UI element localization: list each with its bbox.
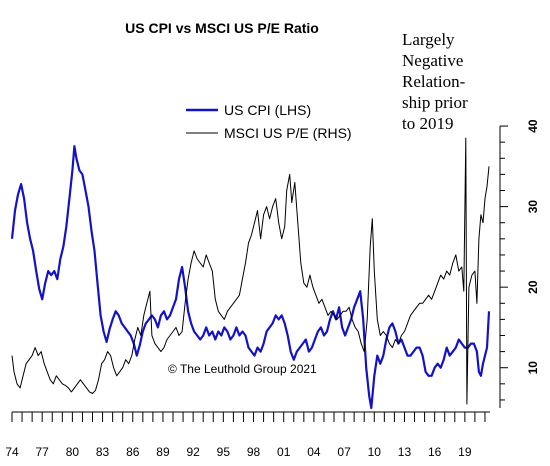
right-tick-label: 20	[526, 280, 540, 294]
legend-label-pe: MSCI US P/E (RHS)	[224, 125, 352, 141]
x-tick-label: 89	[156, 445, 170, 459]
right-tick-label: 10	[526, 361, 540, 375]
x-tick-label: 77	[36, 445, 50, 459]
credit-label: © The Leuthold Group 2021	[168, 362, 317, 376]
annotation-line-3: Relation-	[402, 72, 466, 91]
x-axis: 74 77 80 83 86 89 92 95 98 01 04 07 10 13 16 19	[5, 411, 490, 459]
x-tick-label: 01	[277, 445, 291, 459]
x-tick-label: 10	[368, 445, 382, 459]
series-layer	[10, 137, 491, 410]
x-tick-label: 07	[337, 445, 351, 459]
right-axis: 10 20 30 40	[499, 119, 540, 408]
annotation-line-4: ship prior	[402, 93, 468, 112]
annotation-line-1: Largely	[402, 30, 455, 49]
x-tick-label: 80	[66, 445, 80, 459]
right-tick-label: 30	[526, 200, 540, 214]
annotation-line-5: to 2019	[402, 114, 453, 133]
x-tick-label: 86	[126, 445, 140, 459]
x-tick-label: 98	[247, 445, 261, 459]
legend: US CPI (LHS) MSCI US P/E (RHS)	[186, 102, 352, 141]
x-tick-label: 04	[307, 445, 321, 459]
x-tick-label: 13	[398, 445, 412, 459]
x-tick-label: 83	[96, 445, 110, 459]
annotation: Largely Negative Relation- ship prior to…	[402, 30, 468, 133]
x-tick-label: 16	[428, 445, 442, 459]
chart-title: US CPI vs MSCI US P/E Ratio	[125, 20, 319, 36]
legend-label-cpi: US CPI (LHS)	[224, 102, 311, 118]
right-tick-label: 40	[526, 119, 540, 133]
x-tick-label: 74	[5, 445, 19, 459]
x-tick-label: 92	[186, 445, 200, 459]
series-line-cpi	[10, 145, 491, 410]
x-tick-label: 19	[458, 445, 472, 459]
annotation-line-2: Negative	[402, 51, 463, 70]
x-tick-label: 95	[217, 445, 231, 459]
series-line-pe	[11, 137, 490, 405]
